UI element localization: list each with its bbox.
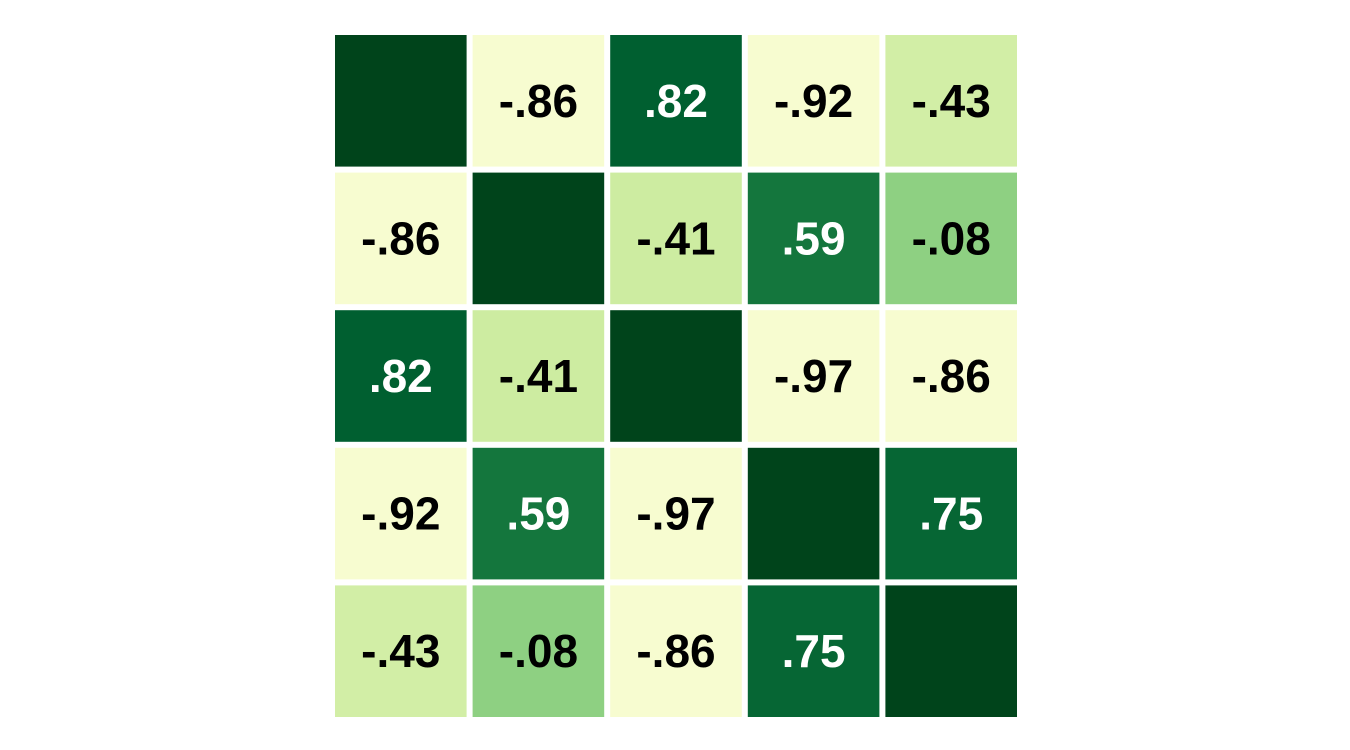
heatmap-value-label-r1-c2: -.86 (499, 75, 578, 127)
heatmap-value-label-r2-c3: -.41 (636, 212, 715, 264)
heatmap-value-label-r2-c5: -.08 (912, 212, 991, 264)
heatmap-value-label-r3-c2: -.41 (499, 350, 578, 402)
heatmap-cell-r5-c2 (472, 585, 605, 717)
heatmap-cell-r4-c3 (610, 447, 742, 580)
heatmap-cell-r5-c5 (885, 585, 1017, 717)
heatmap-cell-r1-c2 (472, 35, 605, 167)
heatmap-cell-r2-c5 (885, 172, 1017, 305)
heatmap-cell-r3-c4 (747, 310, 880, 442)
heatmap-cell-r3-c3 (610, 310, 742, 442)
heatmap-value-label-r3-c1: .82 (369, 350, 433, 402)
heatmap-cell-r3-c5 (885, 310, 1017, 442)
heatmap-cell-r2-c1 (335, 172, 467, 305)
heatmap-value-label-r2-c1: -.86 (361, 212, 440, 264)
heatmap-cell-r5-c1 (335, 585, 467, 717)
heatmap-value-label-r1-c5: -.43 (912, 75, 991, 127)
heatmap-cell-r5-c3 (610, 585, 742, 717)
heatmap-cell-r4-c1 (335, 447, 467, 580)
heatmap-value-label-r3-c4: -.97 (774, 350, 853, 402)
heatmap-value-label-r5-c2: -.08 (499, 625, 578, 677)
heatmap-value-label-r3-c5: -.86 (912, 350, 991, 402)
heatmap-cell-r1-c1 (335, 35, 467, 167)
heatmap-value-label-r4-c3: -.97 (636, 488, 715, 540)
heatmap-value-label-r4-c1: -.92 (361, 488, 440, 540)
heatmap-value-label-r4-c2: .59 (506, 488, 570, 540)
heatmap-value-label-r2-c4: .59 (782, 212, 846, 264)
heatmap-cell-r3-c1 (335, 310, 467, 442)
heatmap-cell-r4-c2 (472, 447, 605, 580)
heatmap-cell-r3-c2 (472, 310, 605, 442)
heatmap-value-label-r5-c4: .75 (782, 625, 846, 677)
heatmap-cell-r4-c4 (747, 447, 880, 580)
heatmap-cell-r5-c4 (747, 585, 880, 717)
heatmap-value-label-r1-c3: .82 (644, 75, 708, 127)
heatmap-cell-r2-c3 (610, 172, 742, 305)
heatmap-cell-r2-c4 (747, 172, 880, 305)
heatmap-cell-r1-c4 (747, 35, 880, 167)
heatmap-cell-r4-c5 (885, 447, 1017, 580)
heatmap-cell-r2-c2 (472, 172, 605, 305)
heatmap-value-label-r4-c5: .75 (919, 488, 983, 540)
heatmap-value-label-r5-c3: -.86 (636, 625, 715, 677)
heatmap-cell-r1-c5 (885, 35, 1017, 167)
heatmap-value-label-r5-c1: -.43 (361, 625, 440, 677)
heatmap-value-label-r1-c4: -.92 (774, 75, 853, 127)
heatmap-cell-r1-c3 (610, 35, 742, 167)
